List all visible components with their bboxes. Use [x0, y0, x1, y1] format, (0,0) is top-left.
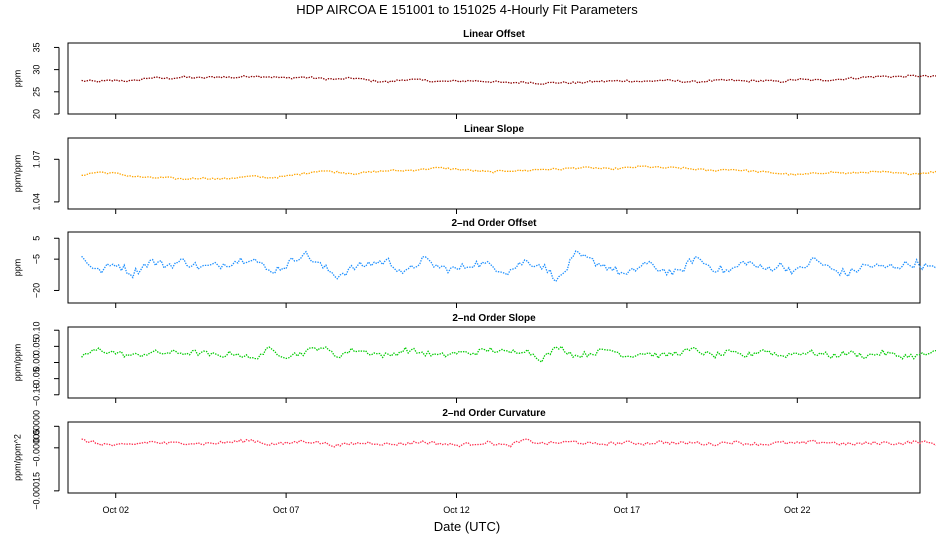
y-tick-label: 0.00 [31, 354, 41, 372]
panel-second-curvature: 2–nd Order Curvature 0.00000−0.00005 −0.00… [12, 408, 936, 515]
y-tick-label: −0.05 [31, 367, 41, 390]
plot-frame [67, 421, 921, 494]
x-tick-label: Oct 07 [273, 505, 300, 515]
panel-linear-offset: Linear Offset 20 25 30 35 ppm [12, 29, 936, 119]
plot-frame [67, 42, 921, 115]
y-tick-label: 5 [31, 236, 41, 241]
x-tick-label: Oct 02 [102, 505, 129, 515]
y-tick-label: 0.10 [31, 321, 41, 339]
panel-title: 2–nd Order Offset [451, 218, 537, 229]
y-tick-label: 20 [31, 109, 41, 119]
x-tick-label: Oct 17 [614, 505, 641, 515]
x-tick-label: Oct 22 [784, 505, 811, 515]
x-tick-label: Oct 12 [443, 505, 470, 515]
y-tick-label: 25 [31, 87, 41, 97]
linear-offset-series-line [81, 74, 936, 85]
y-tick-label: −5 [31, 254, 41, 264]
linear-slope-series-line [81, 165, 936, 181]
panel-title: 2–nd Order Slope [452, 313, 536, 324]
y-axis-label: ppm [12, 70, 22, 88]
x-axis-label: Date (UTC) [434, 519, 500, 534]
y-axis-label: ppm/ppm [12, 155, 22, 193]
y-axis-label: ppm/ppm [12, 344, 22, 382]
y-tick-label: 0.05 [31, 338, 41, 356]
y-tick-label: −0.10 [31, 383, 41, 406]
y-tick-label: 0.00000 [31, 410, 41, 443]
panel-second-slope: 2–nd Order Slope 0.100.050.00−0.05−0.10 pp… [12, 313, 936, 406]
second-slope-series-line [81, 345, 936, 363]
y-tick-label: −0.00005 [31, 429, 41, 467]
plot-frame [67, 231, 921, 304]
second-curvature-series-line [81, 438, 936, 448]
y-tick-label: 35 [31, 42, 41, 52]
plot-frame [67, 326, 921, 399]
y-axis-label: ppm/ppm^2 [12, 434, 22, 481]
panels: Linear Offset 20 25 30 35 ppm Linear Slope 1.04… [12, 29, 936, 515]
y-tick-label: 1.04 [31, 193, 41, 211]
y-axis-label: ppm [12, 259, 22, 277]
panel-linear-slope: Linear Slope 1.04 1.07 ppm/ppm [12, 124, 936, 214]
plot-frame [67, 137, 921, 210]
y-tick-label: 1.07 [31, 151, 41, 169]
panel-title: 2–nd Order Curvature [442, 408, 546, 419]
y-tick-label: −0.00015 [31, 472, 41, 510]
y-tick-label: 30 [31, 65, 41, 75]
panel-title: Linear Slope [464, 124, 524, 135]
y-tick-label: −20 [31, 283, 41, 298]
second-offset-series-line [81, 250, 936, 283]
panel-title: Linear Offset [463, 29, 525, 40]
page-title: HDP AIRCOA E 151001 to 151025 4-Hourly F… [296, 2, 638, 17]
panel-second-offset: 2–nd Order Offset 5 −5 −20 ppm [12, 218, 936, 308]
